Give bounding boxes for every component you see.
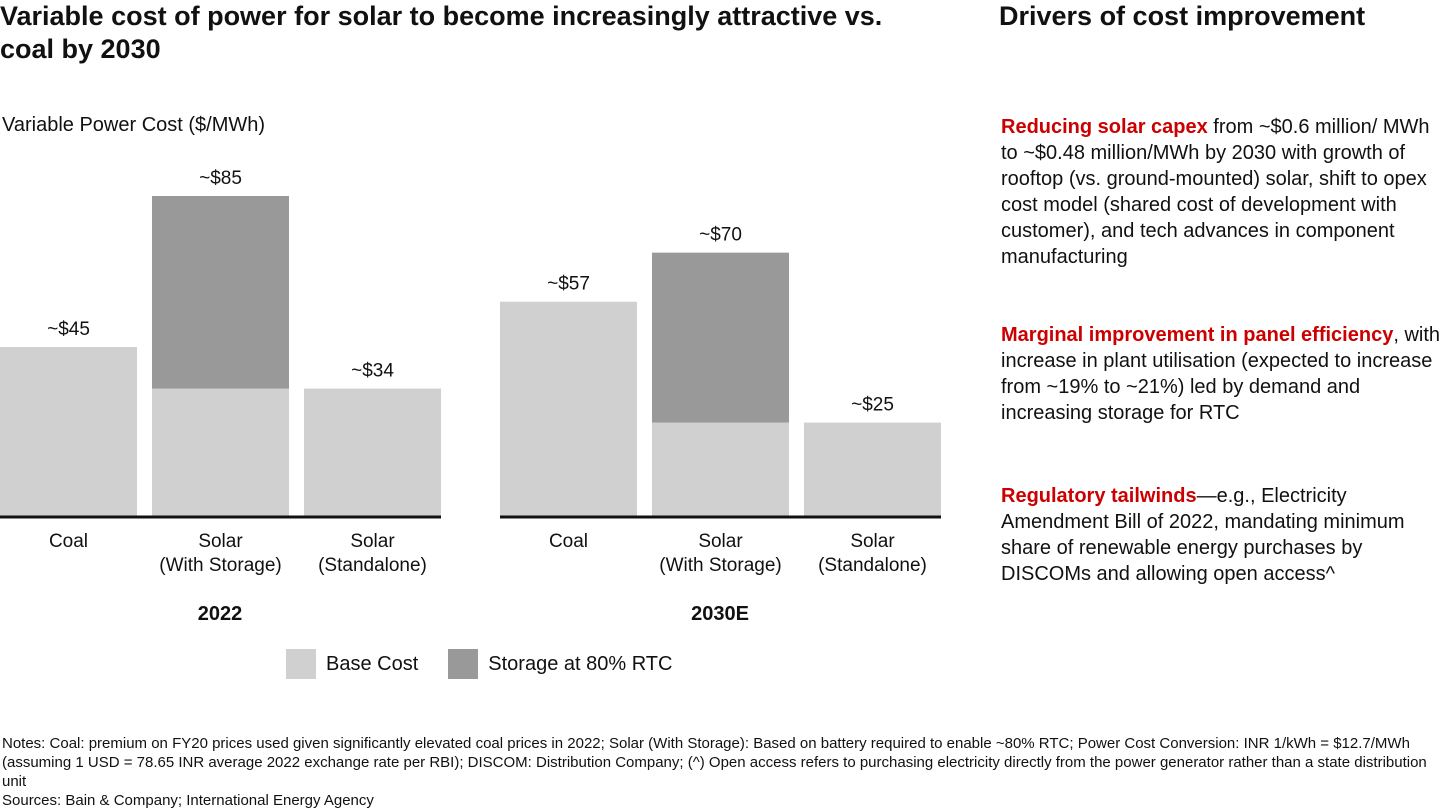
driver-text: —e.g., Electricity Amendment Bill of 202…	[1001, 485, 1405, 585]
category-label: Solar	[850, 531, 895, 552]
category-label: (Standalone)	[318, 555, 427, 576]
group-label: 2030E	[691, 603, 749, 625]
driver-highlight: Regulatory tailwinds	[1001, 485, 1197, 507]
driver-item: Regulatory tailwinds—e.g., Electricity A…	[1001, 483, 1440, 587]
driver-text: from ~$0.6 million/ MWh to ~$0.48 millio…	[1001, 116, 1430, 268]
legend-label-storage: Storage at 80% RTC	[488, 652, 673, 675]
notes-text: Notes: Coal: premium on FY20 prices used…	[2, 735, 1427, 790]
bar-base	[652, 422, 789, 517]
drivers-title: Drivers of cost improvement	[999, 1, 1366, 31]
data-label: ~$57	[547, 274, 590, 295]
data-label: ~$85	[199, 168, 242, 189]
category-label: (With Storage)	[159, 555, 281, 576]
category-label: Coal	[549, 531, 588, 552]
data-label: ~$25	[851, 395, 894, 416]
bar-storage	[152, 196, 289, 389]
group-label: 2022	[198, 603, 243, 625]
category-label: Solar	[198, 531, 243, 552]
category-label: (Standalone)	[818, 555, 927, 576]
bar-base	[0, 347, 137, 517]
driver-highlight: Reducing solar capex	[1001, 116, 1208, 138]
category-label: Coal	[49, 531, 88, 552]
data-label: ~$45	[47, 319, 90, 340]
data-label: ~$34	[351, 361, 394, 382]
chart-title: Variable cost of power for solar to beco…	[0, 1, 883, 64]
bar-storage	[652, 252, 789, 423]
legend-swatch-storage	[448, 649, 479, 679]
bar-base	[500, 301, 637, 517]
y-axis-label: Variable Power Cost ($/MWh)	[2, 114, 266, 136]
category-label: Solar	[698, 531, 743, 552]
driver-text: , with increase in plant utilisation (ex…	[1001, 324, 1440, 424]
category-label: (With Storage)	[659, 555, 781, 576]
sources-text: Sources: Bain & Company; International E…	[2, 792, 374, 809]
legend-swatch-base	[286, 649, 316, 679]
bar-base	[304, 388, 441, 517]
bar-base	[152, 388, 289, 517]
driver-item: Marginal improvement in panel efficiency…	[1001, 322, 1440, 426]
footnotes: Notes: Coal: premium on FY20 prices used…	[2, 734, 1438, 810]
bar-base	[804, 422, 941, 517]
legend-label-base: Base Cost	[326, 652, 419, 675]
driver-item: Reducing solar capex from ~$0.6 million/…	[1001, 114, 1440, 270]
data-label: ~$70	[699, 225, 742, 246]
driver-highlight: Marginal improvement in panel efficiency	[1001, 324, 1394, 346]
legend: Base Cost Storage at 80% RTC	[286, 649, 672, 679]
category-label: Solar	[350, 531, 395, 552]
bar-chart: ~$45 Coal ~$85 Solar (With Storage) ~$34 Solar…	[0, 168, 941, 625]
